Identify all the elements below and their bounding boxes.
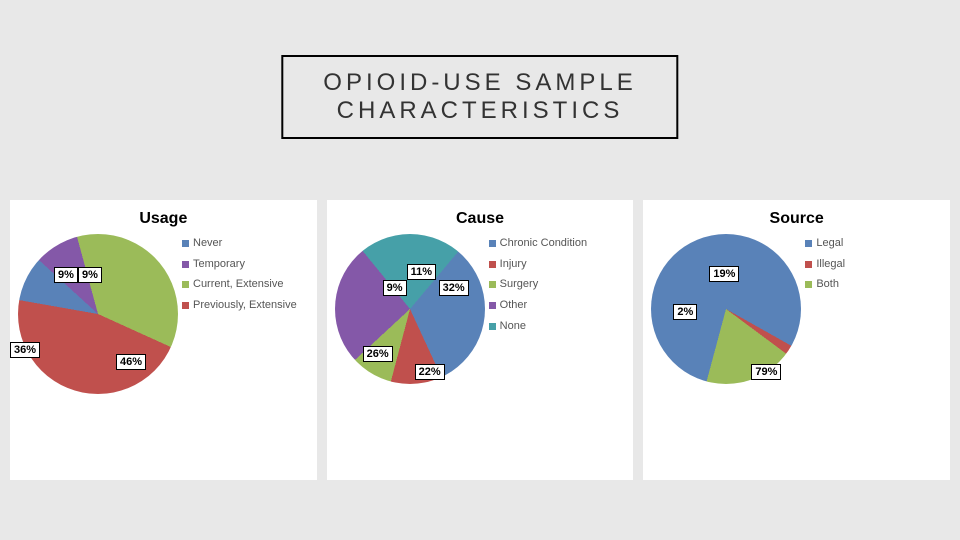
slice-label: 2% <box>673 304 697 320</box>
slice-label: 26% <box>363 346 393 362</box>
title-line-2: CHARACTERISTICS <box>337 97 624 124</box>
legend-swatch <box>489 240 496 247</box>
slice-label: 36% <box>10 342 40 358</box>
slice-label: 32% <box>439 280 469 296</box>
legend-item: Chronic Condition <box>489 234 587 253</box>
legend-item: Never <box>182 234 297 253</box>
legend-swatch <box>489 302 496 309</box>
slice-label: 46% <box>116 354 146 370</box>
pie-source: 79% 2% 19% <box>651 234 801 384</box>
legend-item: None <box>489 317 587 336</box>
panel-cause: Cause 32%11%9% 26% 22% Chronic Condition In… <box>327 200 634 480</box>
pie-cause: 32%11%9% 26% 22% <box>335 234 485 384</box>
legend-item: Other <box>489 296 587 315</box>
panel-source: Source 79% 2% 19% Legal IllegalBoth <box>643 200 950 480</box>
slice-label: 22% <box>415 364 445 380</box>
pie-usage: 9%9%36%46% <box>18 234 178 394</box>
legend-item: Illegal <box>805 255 845 274</box>
legend-usage: Never TemporaryCurrent, Extensive Previous… <box>182 234 297 317</box>
legend-label: Never <box>193 234 222 253</box>
legend-label: Previously, Extensive <box>193 296 297 315</box>
legend-item: Temporary <box>182 255 297 274</box>
legend-label: Chronic Condition <box>500 234 587 253</box>
legend-label: Injury <box>500 255 527 274</box>
legend-label: Current, Extensive <box>193 275 283 294</box>
title-line-1: OPIOID-USE SAMPLE <box>323 69 636 96</box>
legend-swatch <box>489 281 496 288</box>
legend-label: Both <box>816 275 839 294</box>
legend-source: Legal IllegalBoth <box>805 234 845 296</box>
legend-swatch <box>805 261 812 268</box>
legend-label: Temporary <box>193 255 245 274</box>
legend-swatch <box>489 323 496 330</box>
slice-label: 79% <box>751 364 781 380</box>
legend-swatch <box>182 240 189 247</box>
legend-label: None <box>500 317 526 336</box>
panel-usage: Usage 9%9%36%46% NeverTemporaryCurrent, … <box>10 200 317 480</box>
legend-item: Both <box>805 275 845 294</box>
panel-source-title: Source <box>651 210 942 228</box>
panels-row: Usage 9%9%36%46% NeverTemporaryCurrent, … <box>10 200 950 480</box>
legend-swatch <box>182 261 189 268</box>
slice-label: 9% <box>78 267 102 283</box>
legend-swatch <box>182 302 189 309</box>
legend-item: Current, Extensive <box>182 275 297 294</box>
legend-label: Legal <box>816 234 843 253</box>
legend-item: Injury <box>489 255 587 274</box>
slice-label: 19% <box>709 266 739 282</box>
page-title-box: OPIOID-USE SAMPLE CHARACTERISTICS <box>281 55 678 139</box>
legend-item: Legal <box>805 234 845 253</box>
slice-label: 9% <box>54 267 78 283</box>
slice-label: 9% <box>383 280 407 296</box>
legend-swatch <box>805 281 812 288</box>
legend-label: Surgery <box>500 275 539 294</box>
panel-cause-title: Cause <box>335 210 626 228</box>
panel-usage-title: Usage <box>18 210 309 228</box>
legend-item: Surgery <box>489 275 587 294</box>
legend-label: Illegal <box>816 255 845 274</box>
legend-swatch <box>182 281 189 288</box>
legend-cause: Chronic Condition InjurySurgery Other None <box>489 234 587 337</box>
pie-chart-cause <box>335 234 485 384</box>
legend-swatch <box>805 240 812 247</box>
slice-label: 11% <box>407 264 436 280</box>
pie-chart-usage <box>18 234 178 394</box>
legend-label: Other <box>500 296 528 315</box>
legend-swatch <box>489 261 496 268</box>
legend-item: Previously, Extensive <box>182 296 297 315</box>
